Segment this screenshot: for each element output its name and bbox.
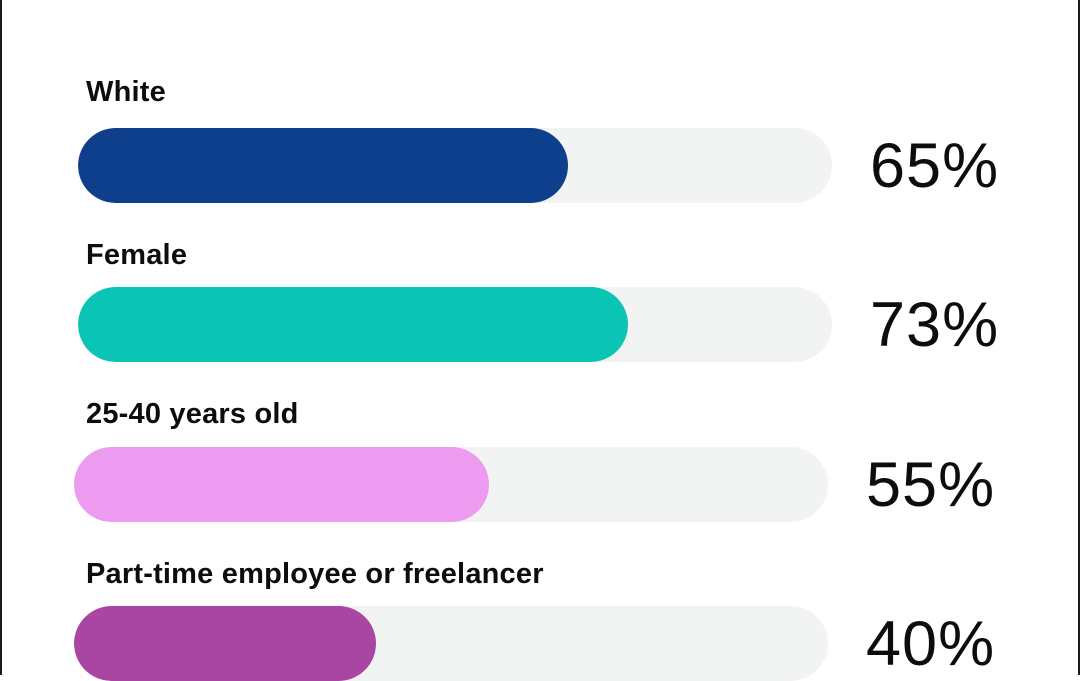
category-label: Part-time employee or freelancer: [86, 558, 544, 590]
bar-track: [78, 287, 832, 362]
bar-fill: [78, 287, 629, 362]
value-label: 73%: [870, 290, 1000, 360]
value-label: 65%: [870, 131, 1000, 201]
bar-fill: [74, 447, 489, 522]
value-label: 55%: [866, 450, 996, 520]
value-label: 40%: [866, 609, 996, 679]
bar-track: [74, 606, 828, 681]
category-label: Female: [86, 239, 188, 271]
bar-fill: [74, 606, 376, 681]
bar-track: [74, 447, 828, 522]
category-label: 25-40 years old: [86, 398, 299, 430]
bar-fill: [78, 128, 569, 203]
category-label: White: [86, 76, 166, 108]
bar-track: [78, 128, 832, 203]
